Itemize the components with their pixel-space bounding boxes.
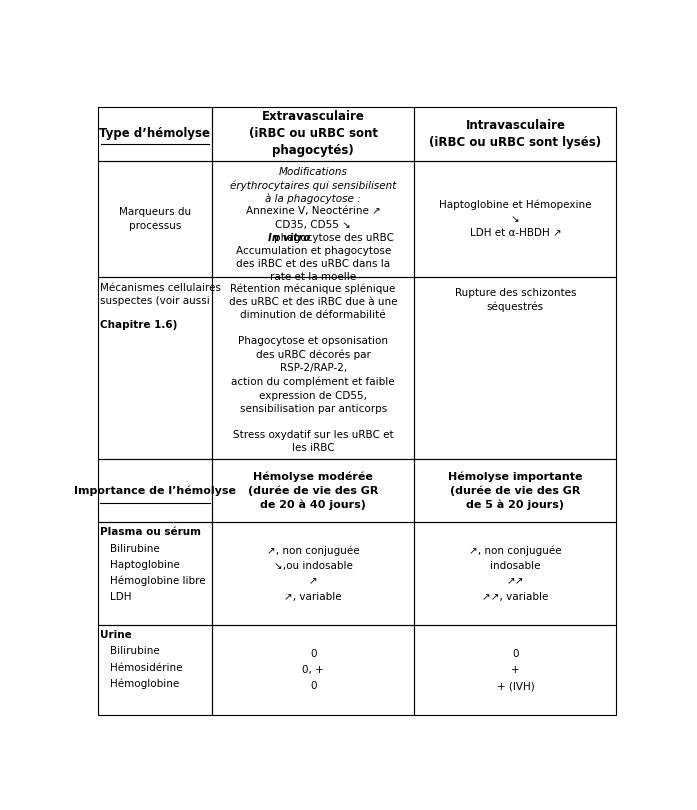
Text: Hémoglobine: Hémoglobine [110, 679, 179, 689]
Text: Hémolyse importante
(durée de vie des GR
de 5 à 20 jours): Hémolyse importante (durée de vie des GR… [448, 471, 583, 510]
Text: Rétention mécanique splénique
des uRBC et des iRBC due à une
diminution de défor: Rétention mécanique splénique des uRBC e… [229, 283, 397, 454]
Text: Rupture des schizontes
séquestrés: Rupture des schizontes séquestrés [454, 288, 576, 312]
Text: Bilirubine: Bilirubine [110, 544, 160, 553]
Text: Hémoglobine libre: Hémoglobine libre [110, 576, 206, 586]
Text: 0
0, +
0: 0 0, + 0 [302, 649, 324, 691]
Text: Hémolyse modérée
(durée de vie des GR
de 20 à 40 jours): Hémolyse modérée (durée de vie des GR de… [248, 471, 378, 510]
Text: Importance de l’hémolyse: Importance de l’hémolyse [74, 486, 236, 496]
Text: 0
+
+ (IVH): 0 + + (IVH) [496, 649, 535, 691]
Text: Accumulation et phagocytose: Accumulation et phagocytose [236, 245, 391, 256]
Text: LDH: LDH [110, 592, 131, 602]
Text: Annexine V, Neoctérine ↗: Annexine V, Neoctérine ↗ [246, 207, 381, 216]
Text: Hémosidérine: Hémosidérine [110, 663, 183, 672]
Text: In vitro: In vitro [268, 232, 310, 243]
Text: Type d’hémolyse: Type d’hémolyse [100, 127, 210, 140]
Text: Chapitre 1.6): Chapitre 1.6) [100, 320, 177, 330]
Text: Extravasculaire
(iRBC ou uRBC sont
phagocytés): Extravasculaire (iRBC ou uRBC sont phago… [249, 110, 378, 157]
Text: phagocytose des uRBC: phagocytose des uRBC [274, 232, 394, 243]
Text: rate et la moelle: rate et la moelle [270, 272, 356, 282]
Text: à la phagocytose :: à la phagocytose : [266, 194, 361, 204]
Text: Haptoglobine et Hémopexine
↘
LDH et α-HBDH ↗: Haptoglobine et Hémopexine ↘ LDH et α-HB… [439, 200, 592, 238]
Text: ↗, non conjuguée
indosable
↗↗
↗↗, variable: ↗, non conjuguée indosable ↗↗ ↗↗, variab… [469, 546, 562, 602]
Text: Intravasculaire
(iRBC ou uRBC sont lysés): Intravasculaire (iRBC ou uRBC sont lysés… [429, 119, 602, 149]
Text: Urine: Urine [100, 630, 131, 640]
Text: Modifications: Modifications [279, 167, 348, 177]
Text: Marqueurs du
processus: Marqueurs du processus [119, 207, 191, 231]
Text: ↗, non conjuguée
↘,ou indosable
↗
↗, variable: ↗, non conjuguée ↘,ou indosable ↗ ↗, var… [267, 546, 360, 602]
Text: CD35, CD55 ↘: CD35, CD55 ↘ [275, 220, 351, 229]
Text: Plasma ou sérum: Plasma ou sérum [100, 527, 201, 537]
Text: Haptoglobine: Haptoglobine [110, 560, 180, 569]
Text: Mécanismes cellulaires
suspectes (voir aussi: Mécanismes cellulaires suspectes (voir a… [100, 284, 220, 306]
Text: Bilirubine: Bilirubine [110, 646, 160, 656]
Text: des iRBC et des uRBC dans la: des iRBC et des uRBC dans la [236, 259, 390, 269]
Text: érythrocytaires qui sensibilisent: érythrocytaires qui sensibilisent [230, 181, 397, 191]
